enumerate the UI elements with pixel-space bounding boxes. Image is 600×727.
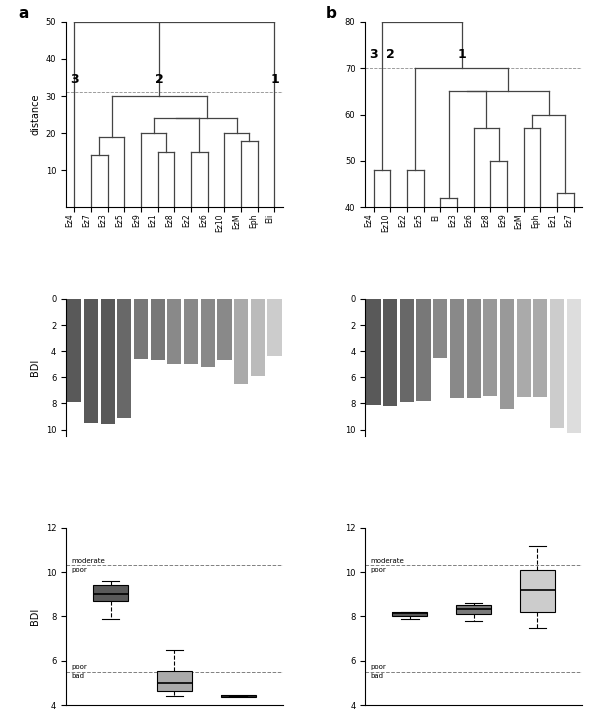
Bar <box>268 299 281 356</box>
Bar <box>217 299 232 361</box>
Bar <box>151 299 165 361</box>
Text: 1: 1 <box>457 48 466 61</box>
Bar <box>200 299 215 367</box>
Bar <box>117 299 131 418</box>
Bar <box>550 299 564 428</box>
Text: poor: poor <box>370 664 386 670</box>
Text: moderate: moderate <box>370 558 404 563</box>
Bar <box>433 299 448 358</box>
Bar <box>383 299 397 406</box>
Text: b: b <box>326 6 337 21</box>
PathPatch shape <box>221 695 256 697</box>
Bar <box>400 299 414 402</box>
Text: 1: 1 <box>270 73 279 86</box>
Text: poor: poor <box>71 664 87 670</box>
Bar <box>67 299 82 402</box>
Bar <box>234 299 248 384</box>
Bar <box>84 299 98 423</box>
Bar <box>483 299 497 395</box>
Bar <box>134 299 148 359</box>
Bar <box>450 299 464 398</box>
Text: poor: poor <box>71 566 87 573</box>
Y-axis label: BDI: BDI <box>30 608 40 625</box>
Text: 3: 3 <box>369 48 378 61</box>
Bar <box>500 299 514 409</box>
Text: 3: 3 <box>70 73 79 86</box>
PathPatch shape <box>520 570 555 612</box>
Y-axis label: distance: distance <box>30 94 40 135</box>
Bar <box>517 299 531 397</box>
Text: poor: poor <box>370 566 386 573</box>
PathPatch shape <box>456 606 491 614</box>
Text: 2: 2 <box>386 48 395 61</box>
Bar <box>416 299 431 401</box>
Bar <box>101 299 115 425</box>
Bar <box>467 299 481 398</box>
Bar <box>566 299 581 433</box>
Bar <box>251 299 265 376</box>
Text: bad: bad <box>71 673 84 679</box>
Text: moderate: moderate <box>71 558 105 563</box>
PathPatch shape <box>392 612 427 616</box>
Text: 2: 2 <box>155 73 164 86</box>
Bar <box>533 299 547 397</box>
PathPatch shape <box>157 671 192 691</box>
Text: bad: bad <box>370 673 383 679</box>
PathPatch shape <box>93 585 128 601</box>
Text: a: a <box>19 6 29 21</box>
Bar <box>167 299 181 364</box>
Y-axis label: BDI: BDI <box>30 359 40 376</box>
Bar <box>367 299 380 405</box>
Bar <box>184 299 198 364</box>
